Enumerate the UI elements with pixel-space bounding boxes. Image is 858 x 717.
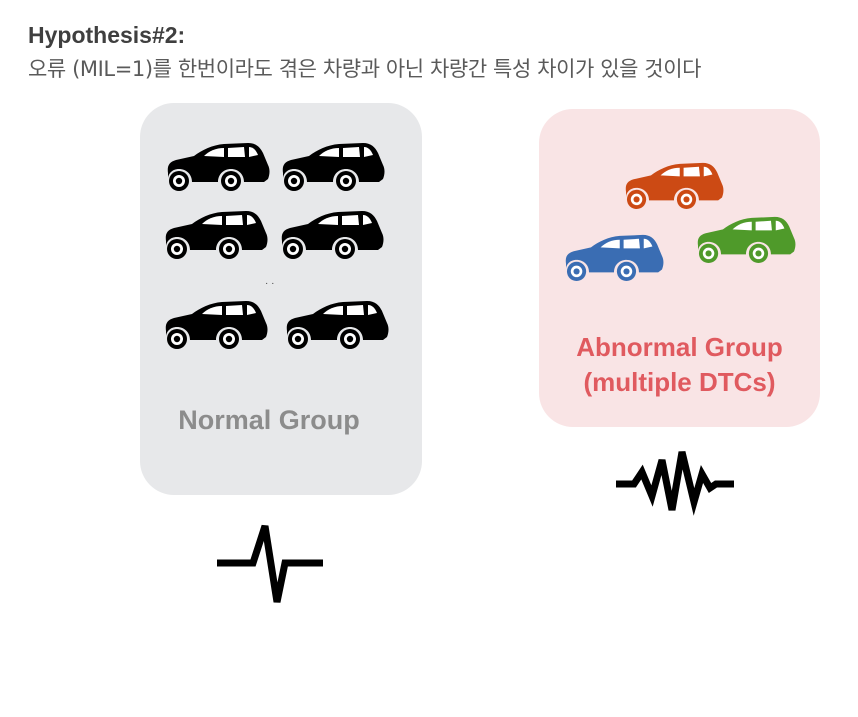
hypothesis-description: 오류 (MIL=1)를 한번이라도 겪은 차량과 아닌 차량간 특성 차이가 있… (28, 57, 702, 81)
orange-car-icon (622, 161, 726, 209)
noisy-signal-icon (616, 451, 734, 516)
normal-group-label: Normal Group (178, 405, 360, 435)
normal-car-icon (283, 299, 391, 349)
abnormal-group-label-line2: (multiple DTCs) (583, 367, 776, 397)
normal-group-panel: · · Normal Group (140, 103, 422, 495)
hypothesis-heading: Hypothesis#2: (28, 22, 186, 48)
ellipsis: · · (265, 278, 275, 289)
green-car-icon (694, 215, 798, 263)
single-pulse-signal-icon (217, 524, 323, 603)
blue-car-icon (562, 233, 666, 281)
normal-car-icon (162, 299, 270, 349)
normal-car-icon (162, 209, 270, 259)
abnormal-group-panel: Abnormal Group (multiple DTCs) (539, 109, 820, 427)
abnormal-group-label-line1: Abnormal Group (576, 332, 783, 362)
normal-car-icon (278, 209, 386, 259)
normal-car-icon (279, 141, 387, 191)
abnormal-group-label: Abnormal Group (multiple DTCs) (539, 330, 820, 400)
normal-car-icon (164, 141, 272, 191)
